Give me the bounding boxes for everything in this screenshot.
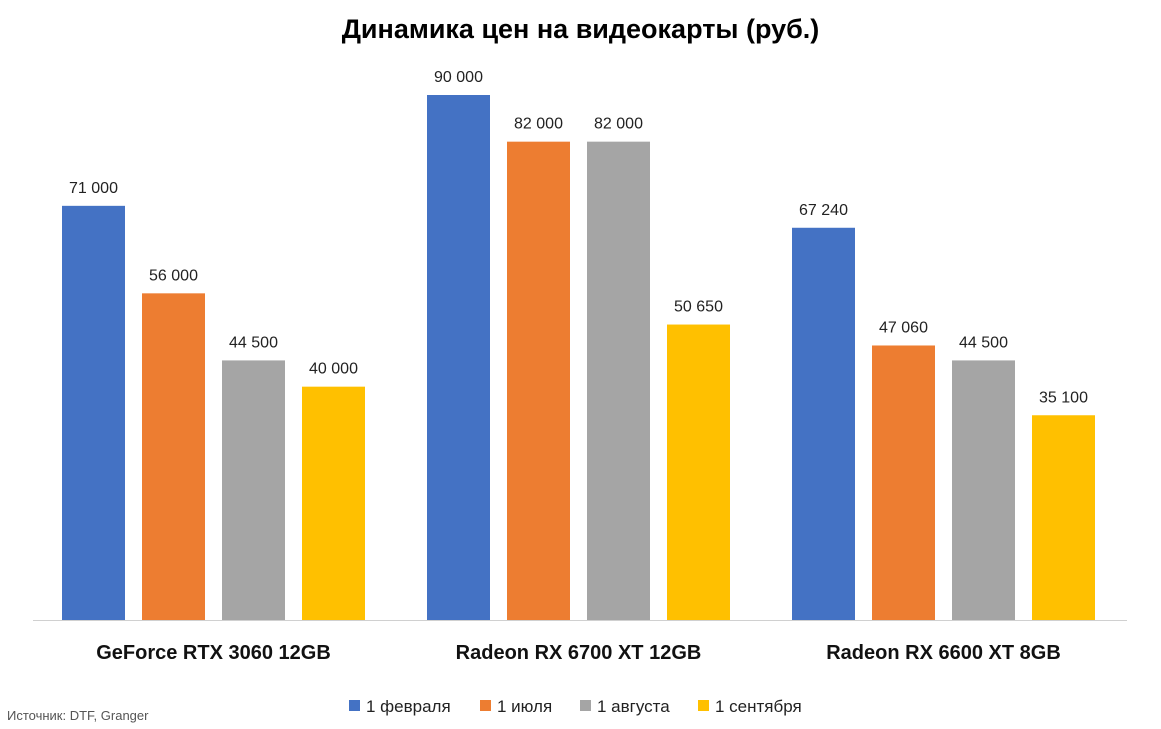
legend-swatch: [480, 700, 491, 711]
source-note: Источник: DTF, Granger: [7, 708, 149, 723]
bar: [667, 324, 730, 620]
bar: [507, 141, 570, 620]
category-label: Radeon RX 6700 XT 12GB: [456, 642, 702, 664]
legend-label: 1 июля: [497, 697, 552, 716]
bar: [872, 345, 935, 620]
data-label: 44 500: [959, 334, 1008, 351]
data-label: 82 000: [514, 116, 563, 133]
data-label: 67 240: [799, 202, 848, 219]
data-label: 71 000: [69, 180, 118, 197]
data-label: 35 100: [1039, 389, 1088, 406]
bar: [142, 293, 205, 620]
category-label: GeForce RTX 3060 12GB: [96, 642, 331, 664]
legend-label: 1 сентября: [715, 697, 802, 716]
data-label: 56 000: [149, 267, 198, 284]
bar: [62, 205, 125, 621]
legend-swatch: [349, 700, 360, 711]
bar: [222, 360, 285, 620]
data-label: 90 000: [434, 69, 483, 86]
bar: [587, 141, 650, 620]
legend-label: 1 августа: [597, 697, 670, 716]
data-label: 44 500: [229, 334, 278, 351]
bar: [427, 95, 490, 620]
chart-title: Динамика цен на видеокарты (руб.): [341, 14, 820, 44]
legend-label: 1 февраля: [366, 697, 451, 716]
bar: [792, 227, 855, 620]
bar: [1032, 415, 1095, 620]
data-label: 82 000: [594, 116, 643, 133]
legend-swatch: [698, 700, 709, 711]
data-label: 40 000: [309, 361, 358, 378]
category-label: Radeon RX 6600 XT 8GB: [826, 642, 1061, 664]
data-label: 50 650: [674, 299, 723, 316]
bar: [302, 386, 365, 620]
data-label: 47 060: [879, 319, 928, 336]
legend-swatch: [580, 700, 591, 711]
bar: [952, 360, 1015, 620]
